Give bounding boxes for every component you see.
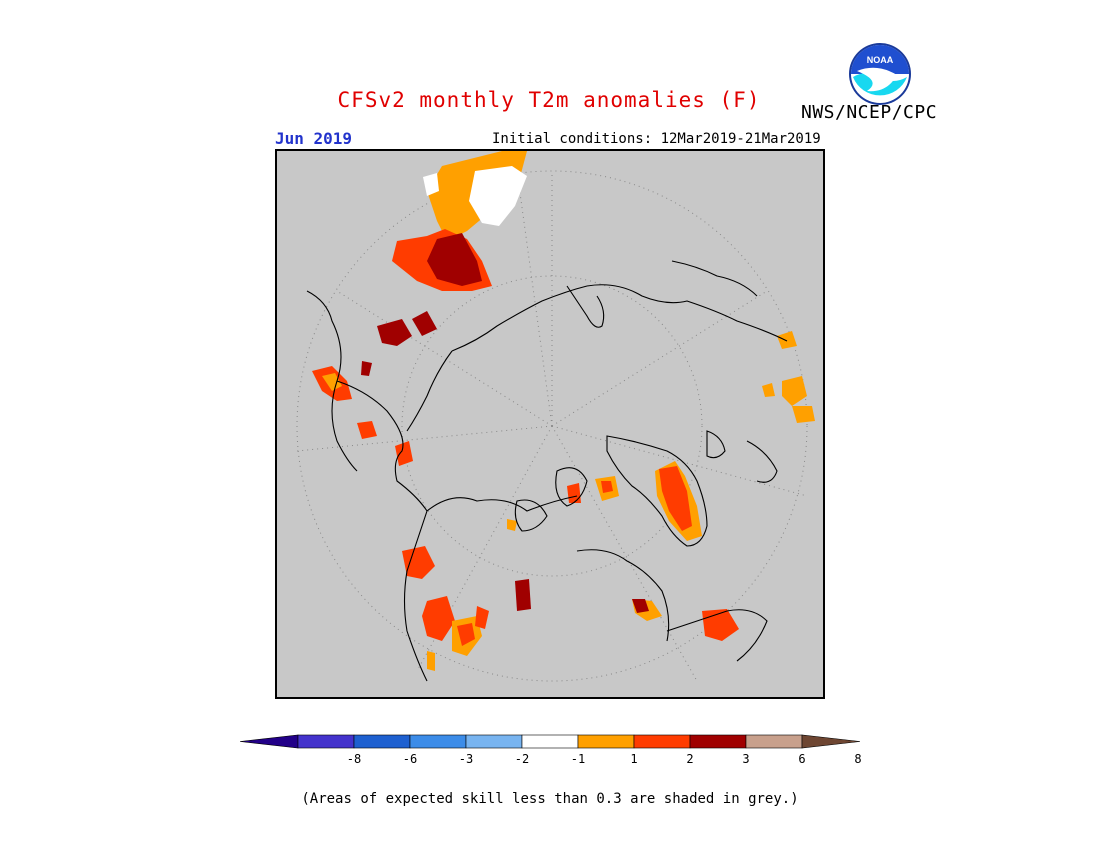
region-red-patch	[567, 483, 581, 503]
colorbar-bin	[577, 734, 635, 749]
initial-conditions: Initial conditions: 12Mar2019-21Mar2019	[492, 131, 821, 147]
skill-footnote: (Areas of expected skill less than 0.3 a…	[301, 791, 799, 807]
colorbar-tick-label: -3	[458, 752, 474, 766]
region-pacific-white	[423, 173, 439, 196]
noaa-logo: NOAA	[849, 43, 911, 105]
region-greenland-red	[659, 466, 692, 531]
colorbar-tick-label: -2	[514, 752, 530, 766]
colorbar-tick-label: 1	[630, 752, 638, 766]
colorbar-tick-label: -1	[570, 752, 586, 766]
colorbar-tick-label: 8	[854, 752, 862, 766]
colorbar-bin	[521, 734, 579, 749]
polar-map-svg	[296, 151, 815, 682]
region-darkred-patch	[632, 599, 649, 613]
latitude-circle	[296, 170, 808, 682]
region-red-patch	[422, 596, 455, 641]
region-orange-patch	[762, 383, 775, 397]
polar-map	[275, 149, 825, 699]
color-scale-bar	[240, 734, 860, 749]
agency-label: NWS/NCEP/CPC	[801, 102, 938, 123]
region-red-patch	[475, 606, 489, 629]
colorbar-bin	[240, 734, 299, 749]
region-orange-patch	[792, 406, 815, 423]
region-western-russia-darkred	[427, 233, 482, 286]
colorbar-bin	[801, 734, 860, 749]
region-darkred-patch	[361, 361, 372, 376]
meridians	[296, 170, 808, 682]
region-orange-patch	[507, 519, 517, 531]
region-orange-patch	[427, 651, 435, 671]
colorbar-bin	[297, 734, 355, 749]
region-red-patch	[601, 481, 613, 493]
colorbar-bin	[465, 734, 523, 749]
colorbar-bin	[409, 734, 467, 749]
colorbar-tick-label: -8	[346, 752, 362, 766]
coastlines	[306, 260, 788, 682]
colorbar-bin	[353, 734, 411, 749]
colorbar-tick-label: 2	[686, 752, 694, 766]
colorbar-bin	[633, 734, 691, 749]
latitude-circle	[401, 275, 703, 577]
colorbar-tick-label: -6	[402, 752, 418, 766]
region-red-patch	[357, 421, 377, 439]
region-orange-patch	[322, 373, 342, 391]
region-orange-patch	[777, 331, 797, 349]
colorbar-tick-label: 6	[798, 752, 806, 766]
colorbar-bin	[689, 734, 747, 749]
region-darkred-patch	[515, 579, 531, 611]
region-scandinavia-red	[702, 609, 739, 641]
svg-text:NOAA: NOAA	[867, 55, 894, 65]
region-red-patch	[402, 546, 435, 579]
region-red-patch	[457, 623, 475, 646]
region-red-patch	[395, 441, 413, 466]
region-darkred-patch	[377, 319, 412, 346]
colorbar-tick-label: 3	[742, 752, 750, 766]
region-orange-patch	[782, 376, 807, 406]
region-darkred-patch	[412, 311, 437, 336]
colorbar-bin	[745, 734, 803, 749]
anomaly-shading	[312, 151, 815, 671]
chart-title: CFSv2 monthly T2m anomalies (F)	[337, 88, 761, 112]
region-pacific-white	[469, 166, 527, 226]
forecast-month: Jun 2019	[275, 129, 353, 148]
